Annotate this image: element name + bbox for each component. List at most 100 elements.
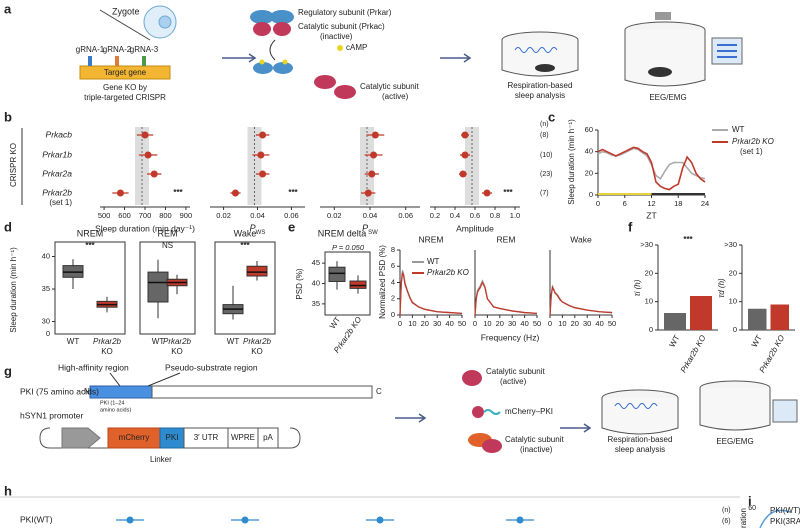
label: (active) (500, 377, 527, 386)
x-axis-label: PWS (250, 223, 266, 235)
label: WT (328, 315, 343, 330)
x-tick-label: 10 (558, 319, 566, 328)
label: Prkar2b (243, 337, 272, 346)
label: WT (750, 333, 764, 348)
y-tick-label: 0 (391, 310, 395, 319)
label: *** (85, 241, 95, 250)
label: WT (67, 337, 80, 346)
light-phase (598, 193, 652, 195)
label: PKI (1–24 (100, 400, 124, 406)
y-tick-label: 6 (391, 261, 395, 270)
label: KO (251, 347, 263, 356)
legend-label: PKI(3RA) (770, 517, 800, 526)
x-tick-label: 0 (548, 319, 552, 328)
line (399, 272, 463, 316)
label: PKI(WT) (20, 514, 53, 524)
label: sleep analysis (615, 445, 665, 454)
x-tick-label: 20 (571, 319, 579, 328)
curve (759, 509, 791, 529)
label: Regulatory subunit (Prkar) (298, 8, 392, 17)
label: REM (497, 234, 516, 244)
point (364, 189, 372, 197)
point (516, 516, 524, 524)
label: Wake (570, 234, 592, 244)
box (328, 266, 346, 282)
legend-label: WT (732, 125, 745, 134)
label-main: P (362, 223, 368, 233)
label: Catalytic subunit (Prkac) (298, 22, 385, 31)
x-tick-label: 30 (433, 319, 441, 328)
label: 3′ UTR (194, 433, 219, 442)
label: e (288, 219, 295, 234)
label: (8) (540, 132, 549, 139)
label: Frequency (Hz) (481, 332, 540, 342)
y-tick-label: 0 (649, 325, 653, 334)
point (126, 516, 134, 524)
x-tick-label: 0.06 (398, 211, 413, 220)
y-tick-label: 45 (312, 258, 320, 267)
label: (inactive) (520, 445, 553, 454)
label: τi (h) (633, 279, 642, 296)
legend-label: PKI(WT) (770, 506, 800, 515)
label: PSD (%) (295, 268, 304, 299)
label: g (4, 363, 12, 378)
y-tick-label: 0 (589, 190, 593, 199)
legend-label: Prkar2b KO (732, 137, 774, 146)
x-tick-label: 6 (623, 199, 627, 208)
x-tick-label: 0.4 (450, 211, 460, 220)
label: f (628, 219, 633, 234)
y-tick-label: 40 (585, 147, 593, 156)
line (597, 146, 706, 191)
label: (n) (540, 121, 549, 128)
label: WT (668, 333, 682, 348)
y-tick-label: 4 (391, 277, 395, 286)
label: Catalytic subunit (360, 82, 419, 91)
point (141, 131, 149, 139)
x-axis-label: Amplitude (456, 223, 494, 233)
x-tick-label: 50 (608, 319, 616, 328)
label: Prkar1b (42, 149, 72, 159)
x-tick-label: 0.06 (284, 211, 299, 220)
decor (0, 5, 798, 498)
label: Normalized PSD (%) (378, 245, 387, 319)
y-tick-label: 10 (729, 297, 737, 306)
label: (6) (722, 518, 731, 525)
label: Zygote (112, 6, 140, 16)
x-tick-label: 24 (701, 199, 709, 208)
label: N (84, 387, 90, 396)
label: EEG/EMG (649, 93, 686, 102)
label: ZT (646, 210, 656, 220)
label-main: P (250, 223, 256, 233)
x-tick-label: 10 (408, 319, 416, 328)
legend-label: WT (427, 257, 440, 266)
line (549, 284, 613, 316)
x-tick-label: 12 (647, 199, 655, 208)
y-tick-label: 60 (585, 125, 593, 134)
label: Sleep duration (min h⁻¹) (9, 247, 18, 333)
point (368, 170, 376, 178)
line (549, 285, 613, 316)
label: Prkar2a (42, 168, 72, 178)
label: mCherry–PKI (505, 407, 553, 416)
label: a (4, 1, 12, 16)
label: NREM (77, 228, 104, 238)
label: *** (173, 188, 183, 197)
label: Linker (150, 455, 172, 464)
x-tick-label: 700 (139, 211, 152, 220)
label: *** (683, 235, 693, 244)
x-tick-label: 0 (398, 319, 402, 328)
line (474, 280, 538, 316)
wt-band (247, 127, 262, 205)
label: *** (503, 188, 513, 197)
y-tick-label: 0 (46, 329, 50, 338)
point (144, 151, 152, 159)
point (371, 131, 379, 139)
axes (549, 250, 612, 316)
label: mCherry (119, 433, 150, 442)
label: WT (152, 337, 165, 346)
wt-band (465, 127, 479, 205)
y-tick-label: 35 (312, 299, 320, 308)
label: sleep analysis (515, 91, 565, 100)
x-axis-label: PSW (362, 223, 378, 235)
x-tick-label: 500 (98, 211, 111, 220)
